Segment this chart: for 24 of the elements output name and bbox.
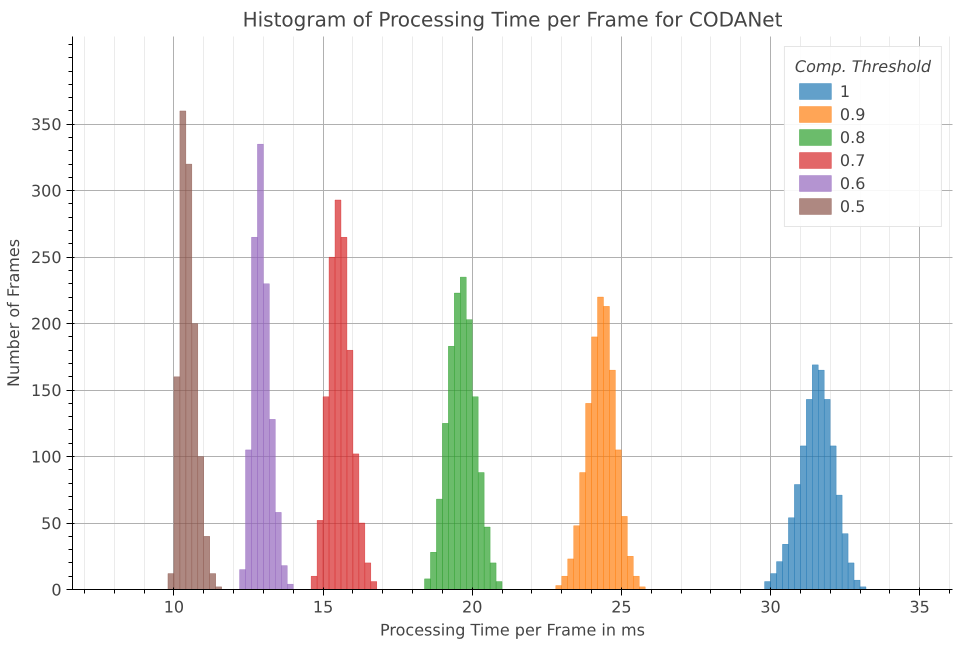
x-axis-title: Processing Time per Frame in ms (380, 620, 645, 640)
legend-label: 0.7 (840, 150, 866, 170)
y-tick-label: 0 (51, 580, 62, 600)
x-tick-label: 30 (760, 598, 781, 616)
legend-label: 0.6 (840, 174, 866, 192)
y-tick-label: 50 (41, 514, 62, 534)
x-tick-label: 15 (312, 598, 334, 616)
y-tick-label: 100 (30, 448, 62, 467)
y-axis-title: Number of Frames (4, 238, 23, 388)
x-tick-label: 20 (462, 598, 482, 616)
y-tick-label: 350 (30, 115, 62, 134)
legend-label: 0.9 (840, 104, 866, 124)
legend-label: 0.5 (840, 196, 866, 216)
x-tick-label: 10 (164, 598, 184, 616)
chart-title: Histogram of Processing Time per Frame for CODANet (242, 8, 783, 32)
y-tick-label: 150 (30, 381, 62, 400)
x-tick-label: 25 (611, 598, 632, 616)
y-tick-label: 250 (30, 248, 62, 268)
legend-label: 0.8 (840, 128, 866, 146)
y-tick-label: 200 (30, 314, 62, 334)
y-tick-label: 300 (30, 182, 62, 201)
legend-label: 1 (840, 82, 852, 100)
x-tick-label: 35 (910, 598, 930, 616)
legend-title: Comp. Threshold (794, 57, 931, 76)
